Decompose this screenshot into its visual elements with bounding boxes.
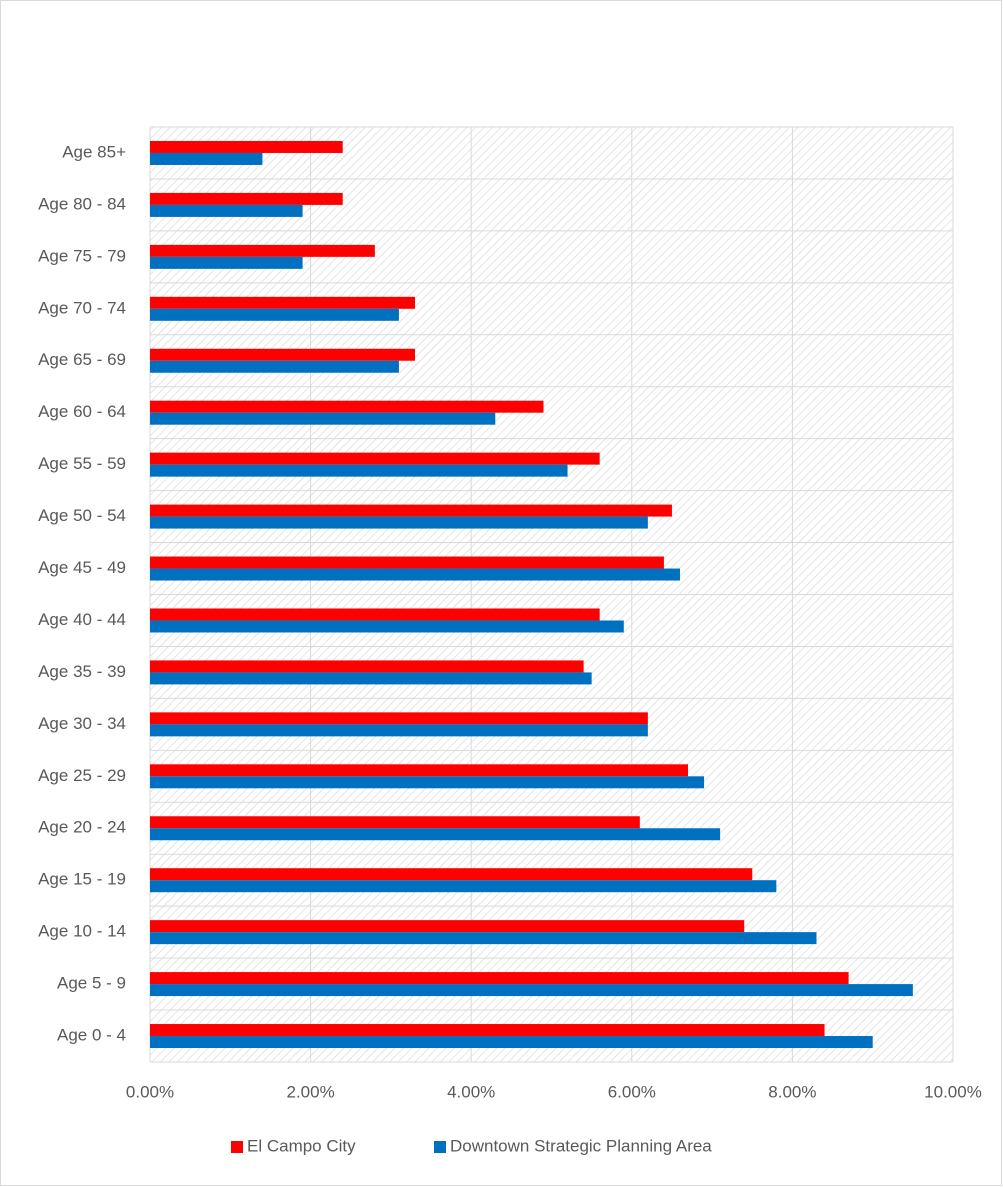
- bar: [150, 308, 399, 321]
- y-tick-label: Age 0 - 4: [57, 1026, 126, 1045]
- bar: [150, 192, 343, 205]
- bar: [150, 296, 415, 309]
- bar: [150, 516, 648, 529]
- x-tick-label: 10.00%: [924, 1082, 982, 1101]
- bar: [150, 724, 648, 737]
- y-tick-label: Age 40 - 44: [38, 610, 126, 629]
- bar: [150, 464, 568, 477]
- y-tick-label: Age 5 - 9: [57, 974, 126, 993]
- bar: [150, 828, 721, 841]
- legend-swatch: [434, 1141, 446, 1153]
- bar: [150, 1036, 873, 1049]
- bar: [150, 672, 592, 685]
- y-tick-label: Age 50 - 54: [38, 506, 126, 525]
- y-tick-label: Age 45 - 49: [38, 558, 126, 577]
- bar: [150, 400, 544, 413]
- bar: [150, 568, 680, 581]
- legend-swatch: [231, 1141, 243, 1153]
- y-tick-label: Age 75 - 79: [38, 246, 126, 265]
- bar: [150, 256, 303, 269]
- bar: [150, 152, 263, 165]
- y-tick-label: Age 20 - 24: [38, 818, 126, 837]
- legend-label: Downtown Strategic Planning Area: [450, 1136, 712, 1155]
- bar: [150, 816, 640, 829]
- y-tick-label: Age 70 - 74: [38, 298, 126, 317]
- y-tick-label: Age 65 - 69: [38, 350, 126, 369]
- y-tick-label: Age 35 - 39: [38, 662, 126, 681]
- bar: [150, 360, 399, 373]
- y-tick-label: Age 30 - 34: [38, 714, 126, 733]
- bar: [150, 140, 343, 153]
- bar: [150, 244, 375, 257]
- y-tick-label: Age 55 - 59: [38, 454, 126, 473]
- x-tick-label: 0.00%: [126, 1082, 174, 1101]
- x-tick-label: 4.00%: [447, 1082, 495, 1101]
- y-tick-label: Age 85+: [62, 142, 126, 161]
- bar: [150, 452, 600, 465]
- bar: [150, 412, 496, 425]
- y-tick-label: Age 60 - 64: [38, 402, 126, 421]
- bar: [150, 776, 705, 789]
- bar: [150, 712, 648, 725]
- bar: [150, 920, 745, 933]
- y-tick-label: Age 25 - 29: [38, 766, 126, 785]
- bar: [150, 504, 672, 517]
- y-tick-label: Age 15 - 19: [38, 870, 126, 889]
- legend-label: El Campo City: [247, 1136, 356, 1155]
- bar: [150, 348, 415, 361]
- bar: [150, 660, 584, 673]
- y-tick-label: Age 10 - 14: [38, 922, 126, 941]
- y-tick-label: Age 80 - 84: [38, 194, 126, 213]
- bar: [150, 764, 689, 777]
- bar: [150, 932, 817, 945]
- x-tick-label: 8.00%: [768, 1082, 816, 1101]
- bar: [150, 868, 753, 881]
- bar: [150, 204, 303, 217]
- x-tick-label: 6.00%: [608, 1082, 656, 1101]
- bar: [150, 1024, 825, 1037]
- bar: [150, 984, 913, 997]
- bar: [150, 972, 849, 985]
- bar: [150, 880, 777, 893]
- bar: [150, 556, 664, 569]
- bar: [150, 620, 624, 633]
- x-tick-label: 2.00%: [286, 1082, 334, 1101]
- bar: [150, 608, 600, 621]
